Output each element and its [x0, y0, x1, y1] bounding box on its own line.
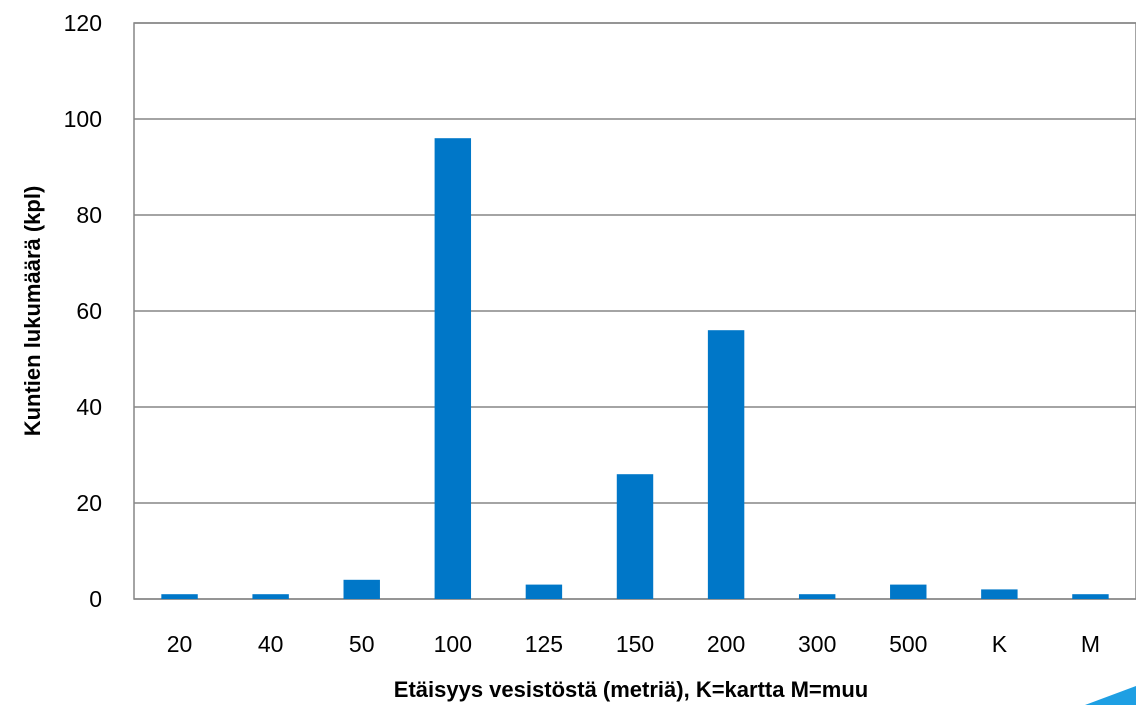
bar-100 [434, 138, 472, 599]
bar-K [981, 589, 1018, 599]
y-tick-label: 80 [76, 202, 102, 228]
y-tick-label: 0 [89, 586, 102, 612]
bars [161, 138, 1109, 599]
y-tick-label: 20 [76, 490, 102, 516]
y-tick-label: 60 [76, 298, 102, 324]
x-tick-label: 20 [167, 631, 193, 657]
x-tick-label: 200 [707, 631, 745, 657]
bar-500 [890, 584, 927, 599]
x-tick-label: 125 [525, 631, 563, 657]
x-tick-label: 100 [434, 631, 472, 657]
bar-125 [525, 584, 563, 599]
corner-accent-shape [1085, 686, 1136, 705]
bar-50 [343, 579, 380, 599]
y-tick-label: 100 [64, 106, 102, 132]
x-tick-label: 500 [889, 631, 927, 657]
bar-150 [616, 474, 654, 599]
x-tick-label: 150 [616, 631, 654, 657]
bar-300 [798, 594, 836, 599]
x-tick-labels: 20 40 50 100 125 150 200 300 500 K M [167, 631, 1100, 657]
bar-M [1072, 594, 1109, 599]
x-axis-title: Etäisyys vesistöstä (metriä), K=kartta M… [394, 677, 868, 702]
x-tick-label: 300 [798, 631, 836, 657]
x-tick-label: 50 [349, 631, 375, 657]
bar-200 [707, 330, 745, 599]
y-tick-label: 40 [76, 394, 102, 420]
y-tick-labels: 0 20 40 60 80 100 120 [64, 10, 102, 612]
y-tick-label: 120 [64, 10, 102, 36]
bar-20 [161, 594, 198, 599]
x-tick-label: M [1081, 631, 1100, 657]
x-tick-label: 40 [258, 631, 284, 657]
x-tick-label: K [992, 631, 1008, 657]
y-axis-title: Kuntien lukumäärä (kpl) [20, 186, 45, 437]
bar-40 [252, 594, 289, 599]
